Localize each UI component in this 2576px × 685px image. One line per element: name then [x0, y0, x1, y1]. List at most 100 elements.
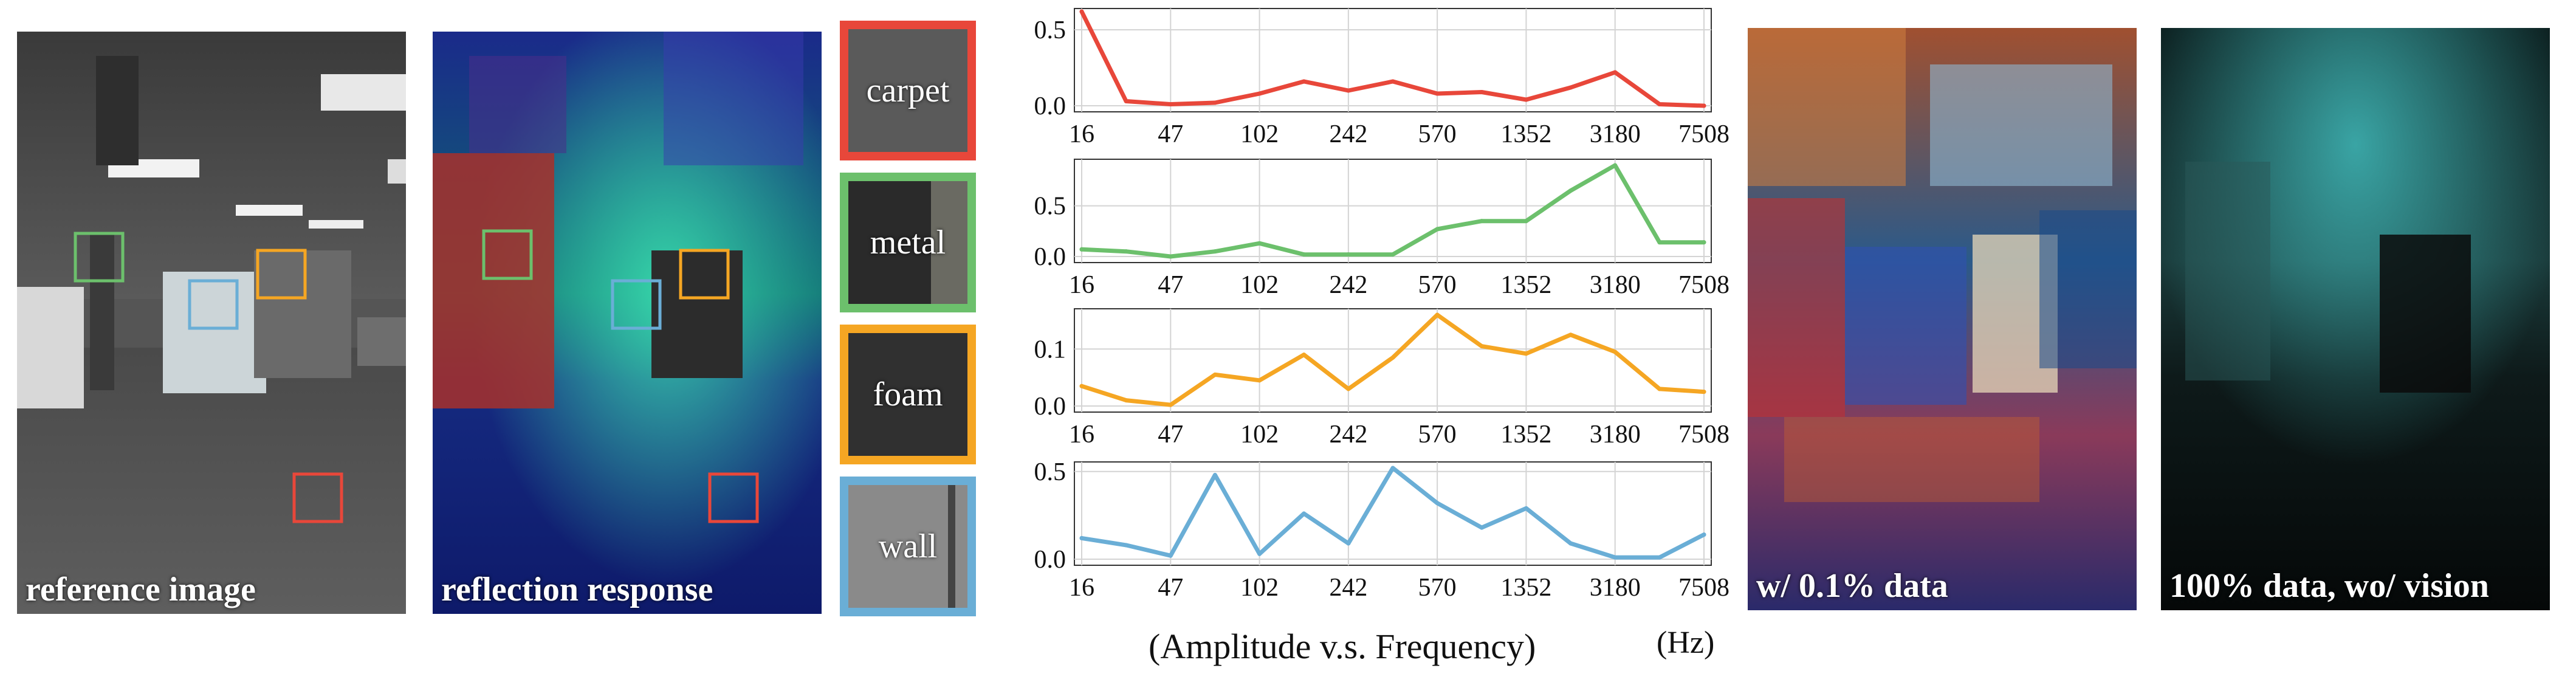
carpet-data-point [1568, 85, 1573, 90]
foam-data-point [1124, 398, 1128, 403]
wall-data-point [1702, 532, 1706, 537]
foam-data-point [1435, 312, 1440, 317]
wall-y-tick-label: 0.5 [1034, 458, 1066, 486]
wall-data-point [1079, 535, 1084, 540]
carpet-data-point [1079, 9, 1084, 14]
carpet-y-tick-label: 0.5 [1034, 16, 1066, 44]
wall-data-point [1613, 555, 1618, 560]
metal-swatch: metal [840, 173, 976, 312]
carpet-x-tick-label: 16 [1069, 120, 1094, 148]
metal-swatch-texture [931, 181, 967, 304]
wall-data-point [1257, 551, 1262, 556]
wall-chart-frame [1074, 461, 1712, 566]
wall-data-point [1168, 553, 1173, 558]
wall-y-tick-label: 0.0 [1034, 546, 1066, 574]
carpet-data-point [1613, 70, 1618, 75]
foam-data-point [1657, 387, 1662, 391]
metal-x-tick-label: 47 [1158, 271, 1183, 299]
carpet-swatch: carpet [840, 21, 976, 160]
wall-data-point [1568, 541, 1573, 546]
wall-x-tick-label: 1352 [1500, 574, 1551, 602]
wall-x-tick-label: 570 [1418, 574, 1457, 602]
foam-data-point [1212, 372, 1217, 377]
metal-x-tick-label: 570 [1418, 271, 1457, 299]
reference-image-panel: reference image [17, 32, 406, 614]
carpet-chart-frame [1074, 8, 1712, 112]
wall-x-tick-label: 7508 [1678, 574, 1729, 602]
foam-data-point [1523, 351, 1528, 356]
foam-x-tick-label: 3180 [1590, 421, 1641, 449]
foam-x-tick-label: 102 [1240, 421, 1279, 449]
foam-data-point [1568, 332, 1573, 337]
foam-chart: 16 47 102 242 570 1352 3180 7508 0.0 0.1 [1034, 308, 1729, 449]
foam-data-point [1390, 355, 1395, 360]
no-vision-label: 100% data, wo/ vision [2169, 567, 2489, 605]
wall-swatch: wall [840, 477, 976, 616]
foam-data-point [1613, 349, 1618, 354]
chart-unit-label: (Hz) [1657, 625, 1715, 660]
reflection-response-label: reflection response [441, 571, 713, 608]
carpet-x-tick-label: 570 [1418, 120, 1457, 148]
carpet-x-tick-label: 102 [1240, 120, 1279, 148]
metal-data-point [1168, 254, 1173, 259]
foam-x-tick-label: 1352 [1500, 421, 1551, 449]
wall-data-point [1212, 473, 1217, 478]
carpet-data-point [1702, 103, 1706, 108]
metal-chart: 16 47 102 242 570 1352 3180 7508 0.0 0.5 [1034, 159, 1729, 299]
foam-swatch-label: foam [873, 376, 943, 413]
no-vision-panel: 100% data, wo/ vision [2161, 28, 2550, 610]
metal-y-tick-label: 0.5 [1034, 193, 1066, 221]
carpet-x-tick-label: 3180 [1590, 120, 1641, 148]
carpet-swatch-label: carpet [866, 72, 950, 109]
reference-image-scene [17, 32, 406, 614]
carpet-data-point [1302, 79, 1307, 84]
metal-y-tick-label: 0.0 [1034, 243, 1066, 271]
wall-data-point [1302, 511, 1307, 516]
foam-x-tick-label: 16 [1069, 421, 1094, 449]
metal-swatch-label: metal [870, 224, 946, 261]
carpet-x-tick-label: 47 [1158, 120, 1183, 148]
carpet-x-tick-label: 7508 [1678, 120, 1729, 148]
wall-swatch-texture [948, 485, 955, 608]
foam-data-point [1346, 387, 1351, 391]
metal-data-point [1390, 252, 1395, 257]
metal-x-tick-label: 16 [1069, 271, 1094, 299]
low-data-label: w/ 0.1% data [1756, 567, 1948, 605]
wall-swatch-label: wall [878, 528, 938, 565]
carpet-data-point [1657, 102, 1662, 106]
carpet-data-point [1168, 102, 1173, 106]
foam-x-tick-label: 242 [1329, 421, 1367, 449]
metal-data-point [1613, 163, 1618, 168]
metal-data-point [1302, 252, 1307, 257]
wall-x-tick-label: 16 [1069, 574, 1094, 602]
foam-data-point [1479, 344, 1484, 349]
metal-chart-frame [1074, 159, 1712, 263]
metal-data-point [1212, 249, 1217, 254]
carpet-data-point [1257, 91, 1262, 96]
low-data-scene [1748, 28, 2137, 610]
carpet-data-point [1435, 91, 1440, 96]
carpet-data-point [1346, 88, 1351, 93]
foam-y-tick-label: 0.1 [1034, 336, 1066, 363]
wall-x-tick-label: 47 [1158, 574, 1183, 602]
reference-image-label: reference image [26, 571, 256, 608]
metal-data-point [1079, 247, 1084, 252]
foam-x-tick-label: 47 [1158, 421, 1183, 449]
reflection-response-panel: reflection response [433, 32, 822, 614]
wall-data-point [1390, 466, 1395, 470]
wall-chart: 16 47 102 242 570 1352 3180 7508 0.0 0.5 [1034, 458, 1730, 602]
metal-data-point [1523, 219, 1528, 224]
wall-data-point [1346, 541, 1351, 546]
wall-x-tick-label: 3180 [1590, 574, 1641, 602]
chart-caption: (Amplitude v.s. Frequency) [1149, 627, 1536, 666]
wall-data-point [1657, 555, 1662, 560]
foam-x-tick-label: 7508 [1678, 421, 1729, 449]
metal-data-point [1435, 227, 1440, 232]
metal-data-point [1702, 240, 1706, 245]
foam-y-tick-label: 0.0 [1034, 393, 1066, 421]
metal-data-point [1257, 241, 1262, 246]
metal-data-point [1124, 249, 1128, 254]
carpet-data-point [1212, 100, 1217, 105]
carpet-data-point [1523, 97, 1528, 102]
